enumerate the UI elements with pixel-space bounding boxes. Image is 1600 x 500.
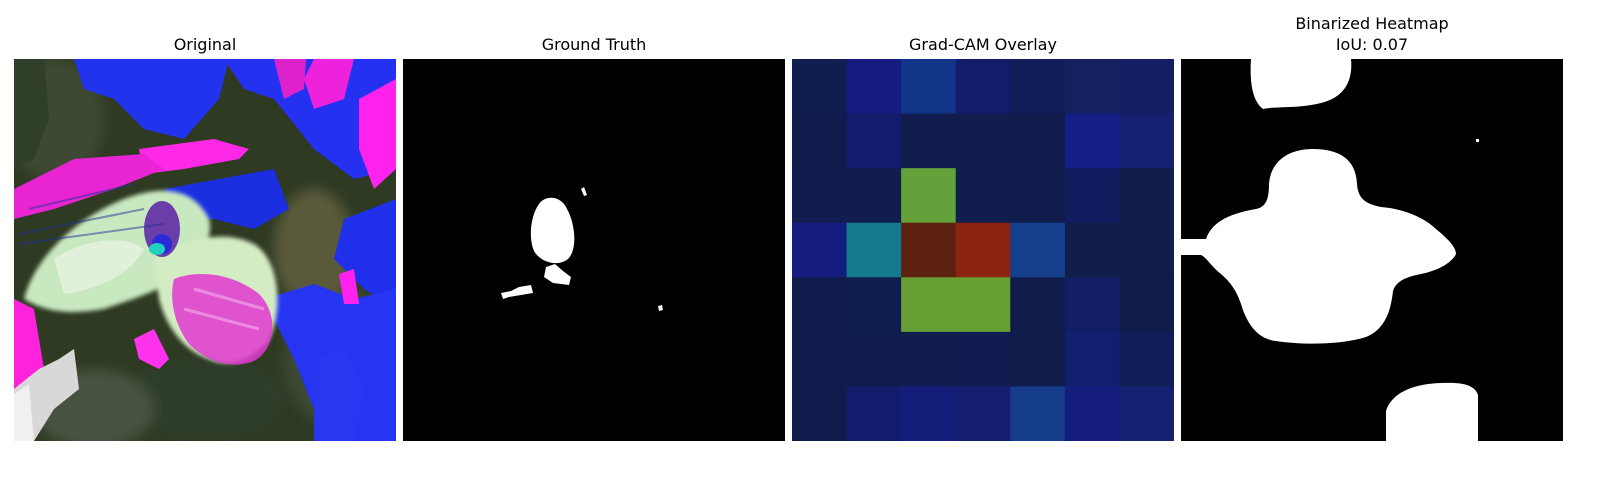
heatmap-cell [846, 222, 902, 278]
heatmap-cell [1119, 59, 1174, 115]
heatmap-cell [1119, 168, 1174, 224]
heatmap-cell [901, 277, 957, 333]
panel-original: Original [14, 0, 396, 500]
heatmap-cell [1119, 113, 1174, 169]
heatmap-cell [901, 59, 957, 115]
heatmap-cell [1064, 331, 1120, 387]
ground-truth-mask [403, 59, 785, 441]
panel-gradcam: Grad-CAM Overlay [792, 0, 1174, 500]
panel-ground-truth: Ground Truth [403, 0, 785, 500]
original-image [14, 59, 396, 441]
panel-title: Binarized Heatmap [1295, 14, 1449, 33]
panel-title: Grad-CAM Overlay [909, 35, 1057, 54]
panel-title: Original [173, 35, 237, 54]
heatmap-cell [1064, 113, 1120, 169]
heatmap-cell [1119, 331, 1174, 387]
heatmap-cell [792, 222, 848, 278]
heatmap-cell [955, 386, 1011, 441]
heatmap-cell [1010, 59, 1066, 115]
heatmap-cell [1064, 386, 1120, 441]
heatmap-cell [846, 331, 902, 387]
heatmap-cell [901, 386, 957, 441]
heatmap-cell [846, 168, 902, 224]
binarized-heatmap [1181, 59, 1563, 441]
heatmap-cell [1010, 222, 1066, 278]
heatmap-cell [901, 168, 957, 224]
panel-title: Ground Truth [541, 35, 647, 54]
heatmap-cell [1010, 113, 1066, 169]
heatmap-cell [1010, 386, 1066, 441]
heatmap-cell [792, 277, 848, 333]
heatmap-cell [846, 113, 902, 169]
heatmap-cell [901, 222, 957, 278]
heatmap-cell [792, 386, 848, 441]
heatmap-cell [846, 386, 902, 441]
heatmap-cell [792, 59, 848, 115]
heatmap-cell [955, 277, 1011, 333]
heatmap-cell [1119, 386, 1174, 441]
heatmap-cell [792, 331, 848, 387]
heatmap-cell [792, 113, 848, 169]
gradcam-overlay [792, 59, 1174, 441]
panel-binarized: Binarized Heatmap IoU: 0.07 [1181, 0, 1563, 500]
heatmap-cell [955, 222, 1011, 278]
heatmap-cell [1064, 59, 1120, 115]
iou-label: IoU: 0.07 [1335, 35, 1409, 54]
heatmap-cell [846, 277, 902, 333]
heatmap-cell [955, 331, 1011, 387]
heatmap-cell [792, 168, 848, 224]
heatmap-cell [1119, 222, 1174, 278]
heatmap-cell [901, 331, 957, 387]
heatmap-cell [955, 168, 1011, 224]
heatmap-cell [1064, 168, 1120, 224]
heatmap-cell [1010, 168, 1066, 224]
heatmap-cell [1064, 277, 1120, 333]
heatmap-cell [846, 59, 902, 115]
heatmap-cell [1010, 331, 1066, 387]
heatmap-cell [955, 59, 1011, 115]
heatmap-cell [901, 113, 957, 169]
heatmap-cell [1010, 277, 1066, 333]
heatmap-cell [955, 113, 1011, 169]
heatmap-cell [1119, 277, 1174, 333]
heatmap-cell [1064, 222, 1120, 278]
